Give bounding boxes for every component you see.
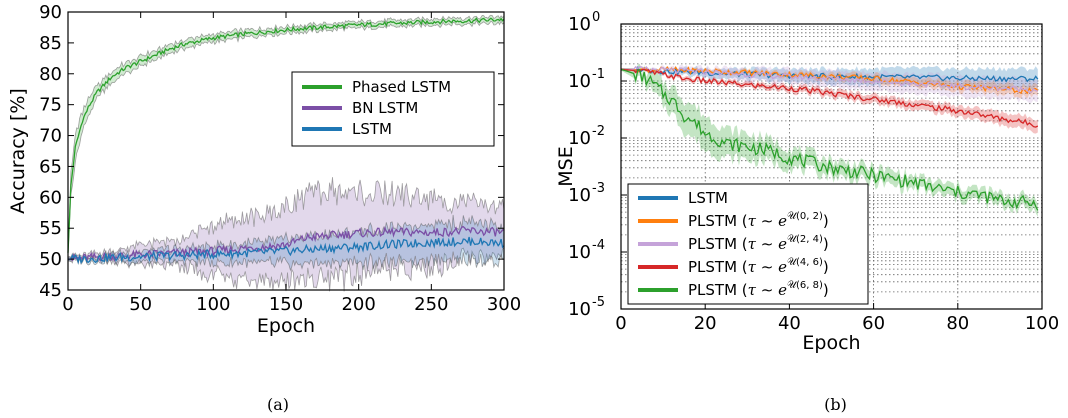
- panel-a-accuracy-chart: 0 50 100 150 200 250 300 45 50 55 60 65 70 75 80 85 90 E…: [7, 2, 521, 414]
- panel-a-xtick-label: 0: [62, 294, 73, 315]
- panel-b-xtick-label: 0: [615, 313, 626, 334]
- panel-a-ytick-label: 80: [39, 64, 62, 85]
- panel-b-ytick-exponent: -5: [592, 295, 605, 310]
- panel-a-xtick-label: 250: [414, 294, 448, 315]
- panel-b-xtick-label: 100: [1025, 313, 1059, 334]
- panel-a-xtick-label: 50: [129, 294, 152, 315]
- panel-a-line-1: [67, 225, 505, 263]
- panel-a-line-0: [67, 17, 505, 253]
- panel-b-band-4: [621, 63, 1038, 217]
- panel-a-ytick-label: 85: [39, 33, 62, 54]
- panel-b-ytick-exponent: -4: [592, 238, 605, 253]
- panel-a-lines: [67, 17, 505, 265]
- panel-b-legend-label: PLSTM (τ ∼ e𝒰(0, 2)): [688, 211, 829, 230]
- panel-a-xtick-label: 200: [341, 294, 375, 315]
- panel-a-caption: (a): [267, 395, 289, 414]
- panel-a-xtick-label: 150: [269, 294, 303, 315]
- panel-b-xlabel: Epoch: [802, 332, 860, 354]
- panel-a-ytick-label: 65: [39, 156, 62, 177]
- panel-b-ytick-label: 10: [568, 299, 591, 320]
- panel-a-xtick-label: 300: [487, 294, 521, 315]
- panel-a-legend-label: BN LSTM: [352, 99, 418, 117]
- panel-b-xtick-label: 40: [778, 313, 801, 334]
- panel-b-frame: [620, 23, 1043, 310]
- panel-b-xtick-label: 60: [862, 313, 885, 334]
- panel-b-legend-label: LSTM: [688, 189, 728, 207]
- panel-b-xtick-label: 80: [946, 313, 969, 334]
- panel-b-ytick-exponent: -3: [592, 181, 605, 196]
- panel-b-caption: (b): [824, 395, 847, 414]
- panel-a-ylabel: Accuracy [%]: [7, 88, 29, 214]
- panel-b-ytick-label: 10: [568, 185, 591, 206]
- panel-a-ytick-label: 70: [39, 126, 62, 147]
- panel-b-legend-label: PLSTM (τ ∼ e𝒰(4, 6)): [688, 257, 829, 276]
- panel-a-ytick-label: 90: [39, 2, 62, 23]
- panel-a-legend: Phased LSTM BN LSTM LSTM: [291, 71, 495, 147]
- panel-b-legend-label: PLSTM (τ ∼ e𝒰(6, 8)): [688, 280, 829, 299]
- panel-b-xtick-label: 20: [694, 313, 717, 334]
- panel-a-ytick-label: 50: [39, 249, 62, 270]
- panel-b-ytick-label: 10: [568, 71, 591, 92]
- panel-a-ticks: 0 50 100 150 200 250 300 45 50 55 60 65 70 75 80 85 90: [39, 2, 521, 315]
- panel-b-ylabel: MSE: [555, 146, 577, 186]
- panel-a-xlabel: Epoch: [257, 315, 315, 337]
- panel-a-xtick-label: 100: [196, 294, 230, 315]
- panel-b-legend-label: PLSTM (τ ∼ e𝒰(2, 4)): [688, 234, 829, 253]
- panel-b-line-3: [620, 68, 1039, 128]
- panel-b-line-2: [621, 65, 1038, 94]
- panel-b-legend: LSTM PLSTM (τ ∼ e𝒰(0, 2)) PLSTM (τ ∼ e𝒰(2,…: [627, 183, 869, 305]
- panel-b-ytick-exponent: -1: [592, 67, 605, 82]
- panel-b-ytick-label: 10: [568, 242, 591, 263]
- panel-a-line-2: [68, 236, 505, 265]
- panel-a-legend-label: Phased LSTM: [352, 78, 451, 96]
- panel-a-ytick-label: 60: [39, 187, 62, 208]
- panel-a-legend-label: LSTM: [352, 120, 392, 138]
- panel-a-ytick-label: 55: [39, 218, 62, 239]
- panel-a-ytick-label: 45: [39, 280, 62, 301]
- panel-b-ytick-exponent: -2: [592, 124, 605, 139]
- panel-b-ytick-label: 10: [568, 14, 591, 35]
- panel-b-ytick-label: 10: [568, 128, 591, 149]
- panel-a-ytick-label: 75: [39, 95, 62, 116]
- panel-b-line-4: [620, 68, 1039, 211]
- panel-b-ytick-exponent: 0: [592, 10, 600, 25]
- panel-b-lines: [620, 65, 1039, 211]
